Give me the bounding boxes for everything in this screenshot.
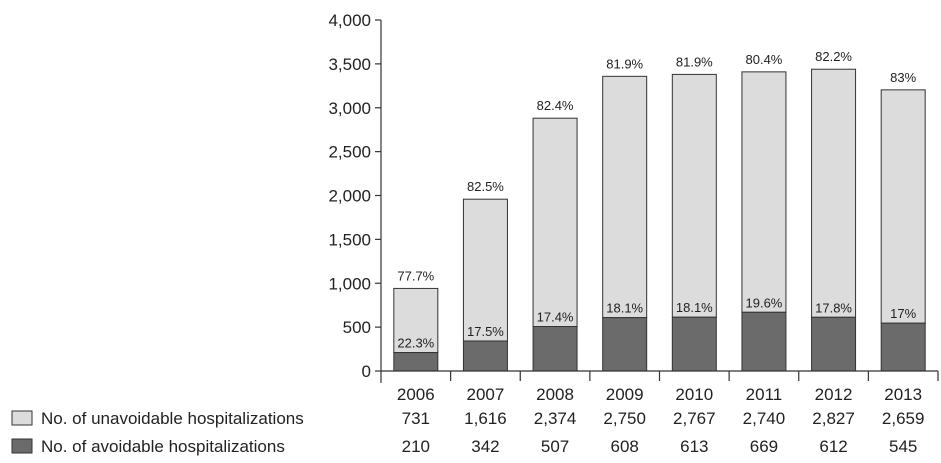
table-cell: 612: [819, 437, 847, 456]
table-cell: 613: [680, 437, 708, 456]
bar-avoidable: [602, 317, 648, 372]
x-category-label: 2010: [675, 385, 713, 404]
table-cell: 2,374: [534, 409, 577, 428]
pct-label-unavoidable: 80.4%: [746, 52, 783, 67]
pct-label-avoidable: 22.3%: [397, 336, 434, 351]
x-category-label: 2012: [815, 385, 853, 404]
bar-avoidable: [532, 326, 578, 372]
table-cell: 342: [471, 437, 499, 456]
bar-unavoidable: [741, 71, 787, 313]
pct-label-unavoidable: 83%: [890, 70, 916, 85]
x-axis: 2006 2007 2008 2009 2010 2011 2012 2013: [381, 370, 939, 404]
pct-label-unavoidable: 82.4%: [537, 98, 574, 113]
legend-swatch: [11, 438, 33, 454]
bar-unavoidable: [602, 75, 648, 319]
table-cell: 608: [611, 437, 639, 456]
bar-avoidable: [880, 322, 926, 372]
table-cell: 731: [402, 409, 430, 428]
table-cell: 2,827: [812, 409, 855, 428]
bar-unavoidable: [393, 287, 439, 354]
table-cell: 669: [750, 437, 778, 456]
bar-unavoidable: [462, 198, 508, 342]
x-category-label: 2007: [467, 385, 505, 404]
bar-avoidable: [741, 311, 787, 372]
table-cell: 2,750: [603, 409, 646, 428]
table-cell: 2,767: [673, 409, 716, 428]
x-category-label: 2011: [746, 385, 783, 404]
pct-label-avoidable: 18.1%: [606, 301, 643, 316]
pct-label-unavoidable: 81.9%: [606, 56, 643, 71]
y-tick-label: 4,000: [328, 11, 371, 30]
y-tick-label: 3,500: [328, 55, 371, 74]
table-cell: 2,740: [743, 409, 786, 428]
table-cell: 210: [402, 437, 430, 456]
y-tick-label: 2,000: [328, 187, 371, 206]
x-category-label: 2008: [536, 385, 574, 404]
bar-avoidable: [671, 316, 717, 372]
pct-label-avoidable: 19.6%: [746, 295, 783, 310]
y-tick-label: 1,000: [328, 274, 371, 293]
pct-label-unavoidable: 81.9%: [676, 54, 713, 69]
legend-label: No. of avoidable hospitalizations: [41, 437, 285, 456]
pct-label-unavoidable: 77.7%: [397, 268, 434, 283]
pct-label-unavoidable: 82.2%: [815, 49, 852, 64]
bars: 77.7% 22.3% 82.5% 17.5% 82.4% 17.4% 81.9% 18.1%…: [393, 49, 926, 372]
legend-swatch: [11, 410, 33, 426]
legend-label: No. of unavoidable hospitalizations: [41, 409, 304, 428]
y-tick-label: 2,500: [328, 143, 371, 162]
pct-label-avoidable: 17%: [890, 306, 916, 321]
bar-avoidable: [393, 352, 439, 372]
y-tick-label: 1,500: [328, 230, 371, 249]
data-table: No. of unavoidable hospitalizations 731 1,…: [11, 409, 925, 456]
bar-unavoidable: [671, 73, 717, 318]
table-cell: 545: [889, 437, 917, 456]
table-cell: 507: [541, 437, 569, 456]
bar-unavoidable: [811, 68, 857, 318]
pct-label-unavoidable: 82.5%: [467, 179, 504, 194]
bar-avoidable: [462, 340, 508, 372]
y-tick-label: 0: [362, 362, 371, 381]
pct-label-avoidable: 17.8%: [815, 300, 852, 315]
table-cell: 2,659: [882, 409, 925, 428]
bar-unavoidable: [880, 89, 926, 324]
x-category-label: 2006: [397, 385, 435, 404]
table-cell: 1,616: [464, 409, 507, 428]
y-tick-label: 500: [343, 318, 371, 337]
y-tick-label: 3,000: [328, 99, 371, 118]
bar-unavoidable: [532, 117, 578, 328]
pct-label-avoidable: 18.1%: [676, 300, 713, 315]
y-axis: 0 500 1,000 1,500 2,000 2,500 3,000 3,500 4,000: [328, 11, 382, 383]
bar-avoidable: [811, 316, 857, 372]
x-category-label: 2009: [606, 385, 644, 404]
pct-label-avoidable: 17.5%: [467, 324, 504, 339]
pct-label-avoidable: 17.4%: [537, 310, 574, 325]
x-category-label: 2013: [884, 385, 922, 404]
